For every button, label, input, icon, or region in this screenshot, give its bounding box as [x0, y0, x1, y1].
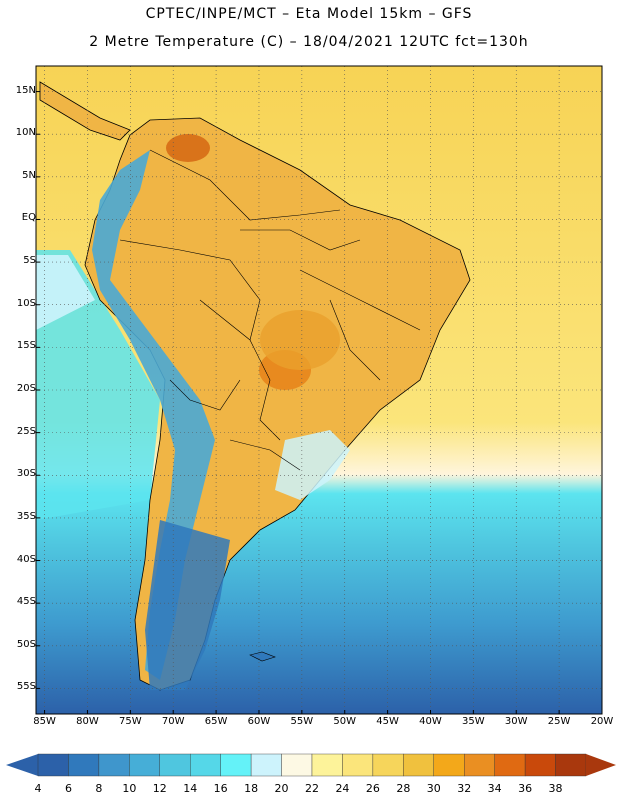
longitude-label: 45W [376, 716, 399, 727]
colorbar-swatch [464, 753, 495, 777]
latitude-label: 15N [15, 84, 36, 96]
longitude-label: 50W [333, 716, 357, 727]
colorbar-label: 28 [396, 782, 411, 795]
latitude-label: 45S [16, 596, 36, 608]
falkland-islands [249, 651, 276, 662]
longitude-label: 55W [290, 716, 314, 727]
colorbar-label: 36 [518, 782, 533, 795]
latitude-label: 55S [16, 681, 36, 693]
latitude-label: 40S [16, 553, 36, 565]
longitude-label: 85W [33, 716, 56, 727]
longitude-label: 65W [204, 716, 228, 727]
colorbar-label: 22 [305, 782, 319, 795]
colorbar-label: 16 [213, 782, 228, 795]
longitude-label: 40W [419, 716, 442, 727]
colorbar-swatch [68, 753, 100, 777]
patagonia-cold [145, 520, 230, 690]
colorbar-label: 4 [34, 782, 42, 795]
colorbar-swatch [37, 753, 69, 777]
colorbar-swatch [220, 753, 252, 777]
colorbar [6, 753, 616, 777]
map-title-line2: 2 Metre Temperature (C) – 18/04/2021 12U… [89, 34, 529, 50]
colorbar-arrow-low [6, 754, 38, 776]
graticule [36, 66, 602, 714]
latitude-label: 30S [16, 468, 36, 480]
latitude-label: 10N [15, 127, 36, 139]
latitude-label: 10S [16, 297, 36, 309]
colorbar-label: 32 [457, 782, 472, 795]
colorbar-label: 18 [244, 782, 259, 795]
longitude-label: 35W [462, 716, 485, 727]
colorbar-label: 30 [426, 782, 441, 795]
longitude-label: 60W [247, 716, 271, 727]
colorbar-label: 24 [335, 782, 350, 795]
latitude-label: 20S [16, 383, 36, 394]
colorbar-label: 6 [64, 782, 72, 795]
latitude-label: 25S [16, 425, 36, 437]
colorbar-swatch [433, 753, 465, 777]
colorbar-label: 38 [548, 782, 563, 795]
colorbar-swatch [98, 753, 130, 777]
latitude-label: 15S [16, 340, 36, 352]
longitude-label: 75W [119, 716, 142, 727]
colorbar-label: 14 [183, 782, 198, 795]
pacific-coastal-band [36, 255, 95, 330]
map-title-line1: CPTEC/INPE/MCT – Eta Model 15km – GFS [145, 6, 473, 22]
colorbar-label: 34 [487, 782, 502, 795]
colorbar-swatch [555, 753, 587, 777]
colorbar-swatch [311, 753, 343, 777]
longitude-label: 25W [547, 716, 571, 727]
latitude-label: 5S [23, 255, 36, 267]
longitude-label: 30W [504, 716, 528, 727]
latitude-label: 50S [16, 638, 36, 650]
colorbar-swatch [190, 753, 221, 777]
colorbar-swatch [342, 753, 374, 777]
latitude-label: 5N [22, 169, 36, 181]
central-america-land [39, 81, 131, 141]
axis-ticks [36, 91, 603, 714]
colorbar-swatch [494, 753, 526, 777]
colorbar-label: 26 [365, 782, 380, 795]
colorbar-swatch [372, 753, 404, 777]
map-field [36, 66, 602, 714]
longitude-label: 20W [590, 716, 614, 727]
pacific-cool-strip [36, 250, 160, 520]
colorbar-swatch [281, 753, 313, 777]
latitude-label: 35S [16, 510, 36, 522]
colorbar-label: 20 [274, 782, 289, 795]
south-brazil-cool [275, 430, 350, 500]
colorbar-swatch [403, 753, 434, 777]
colorbar-swatch [159, 753, 191, 777]
colorbar-label: 10 [122, 782, 137, 795]
colorbar-arrow-high [586, 754, 616, 776]
latitude-label: EQ [21, 212, 36, 224]
hotspot-llanos [166, 134, 210, 162]
longitude-label: 80W [76, 716, 99, 727]
longitude-label: 70W [161, 716, 185, 727]
colorbar-swatch [129, 753, 160, 777]
colorbar-label: 12 [152, 782, 167, 795]
colorbar-swatch [524, 753, 556, 777]
colorbar-swatch [250, 753, 282, 777]
hotspot-mato-grosso [260, 310, 340, 370]
colorbar-label: 8 [95, 782, 103, 795]
